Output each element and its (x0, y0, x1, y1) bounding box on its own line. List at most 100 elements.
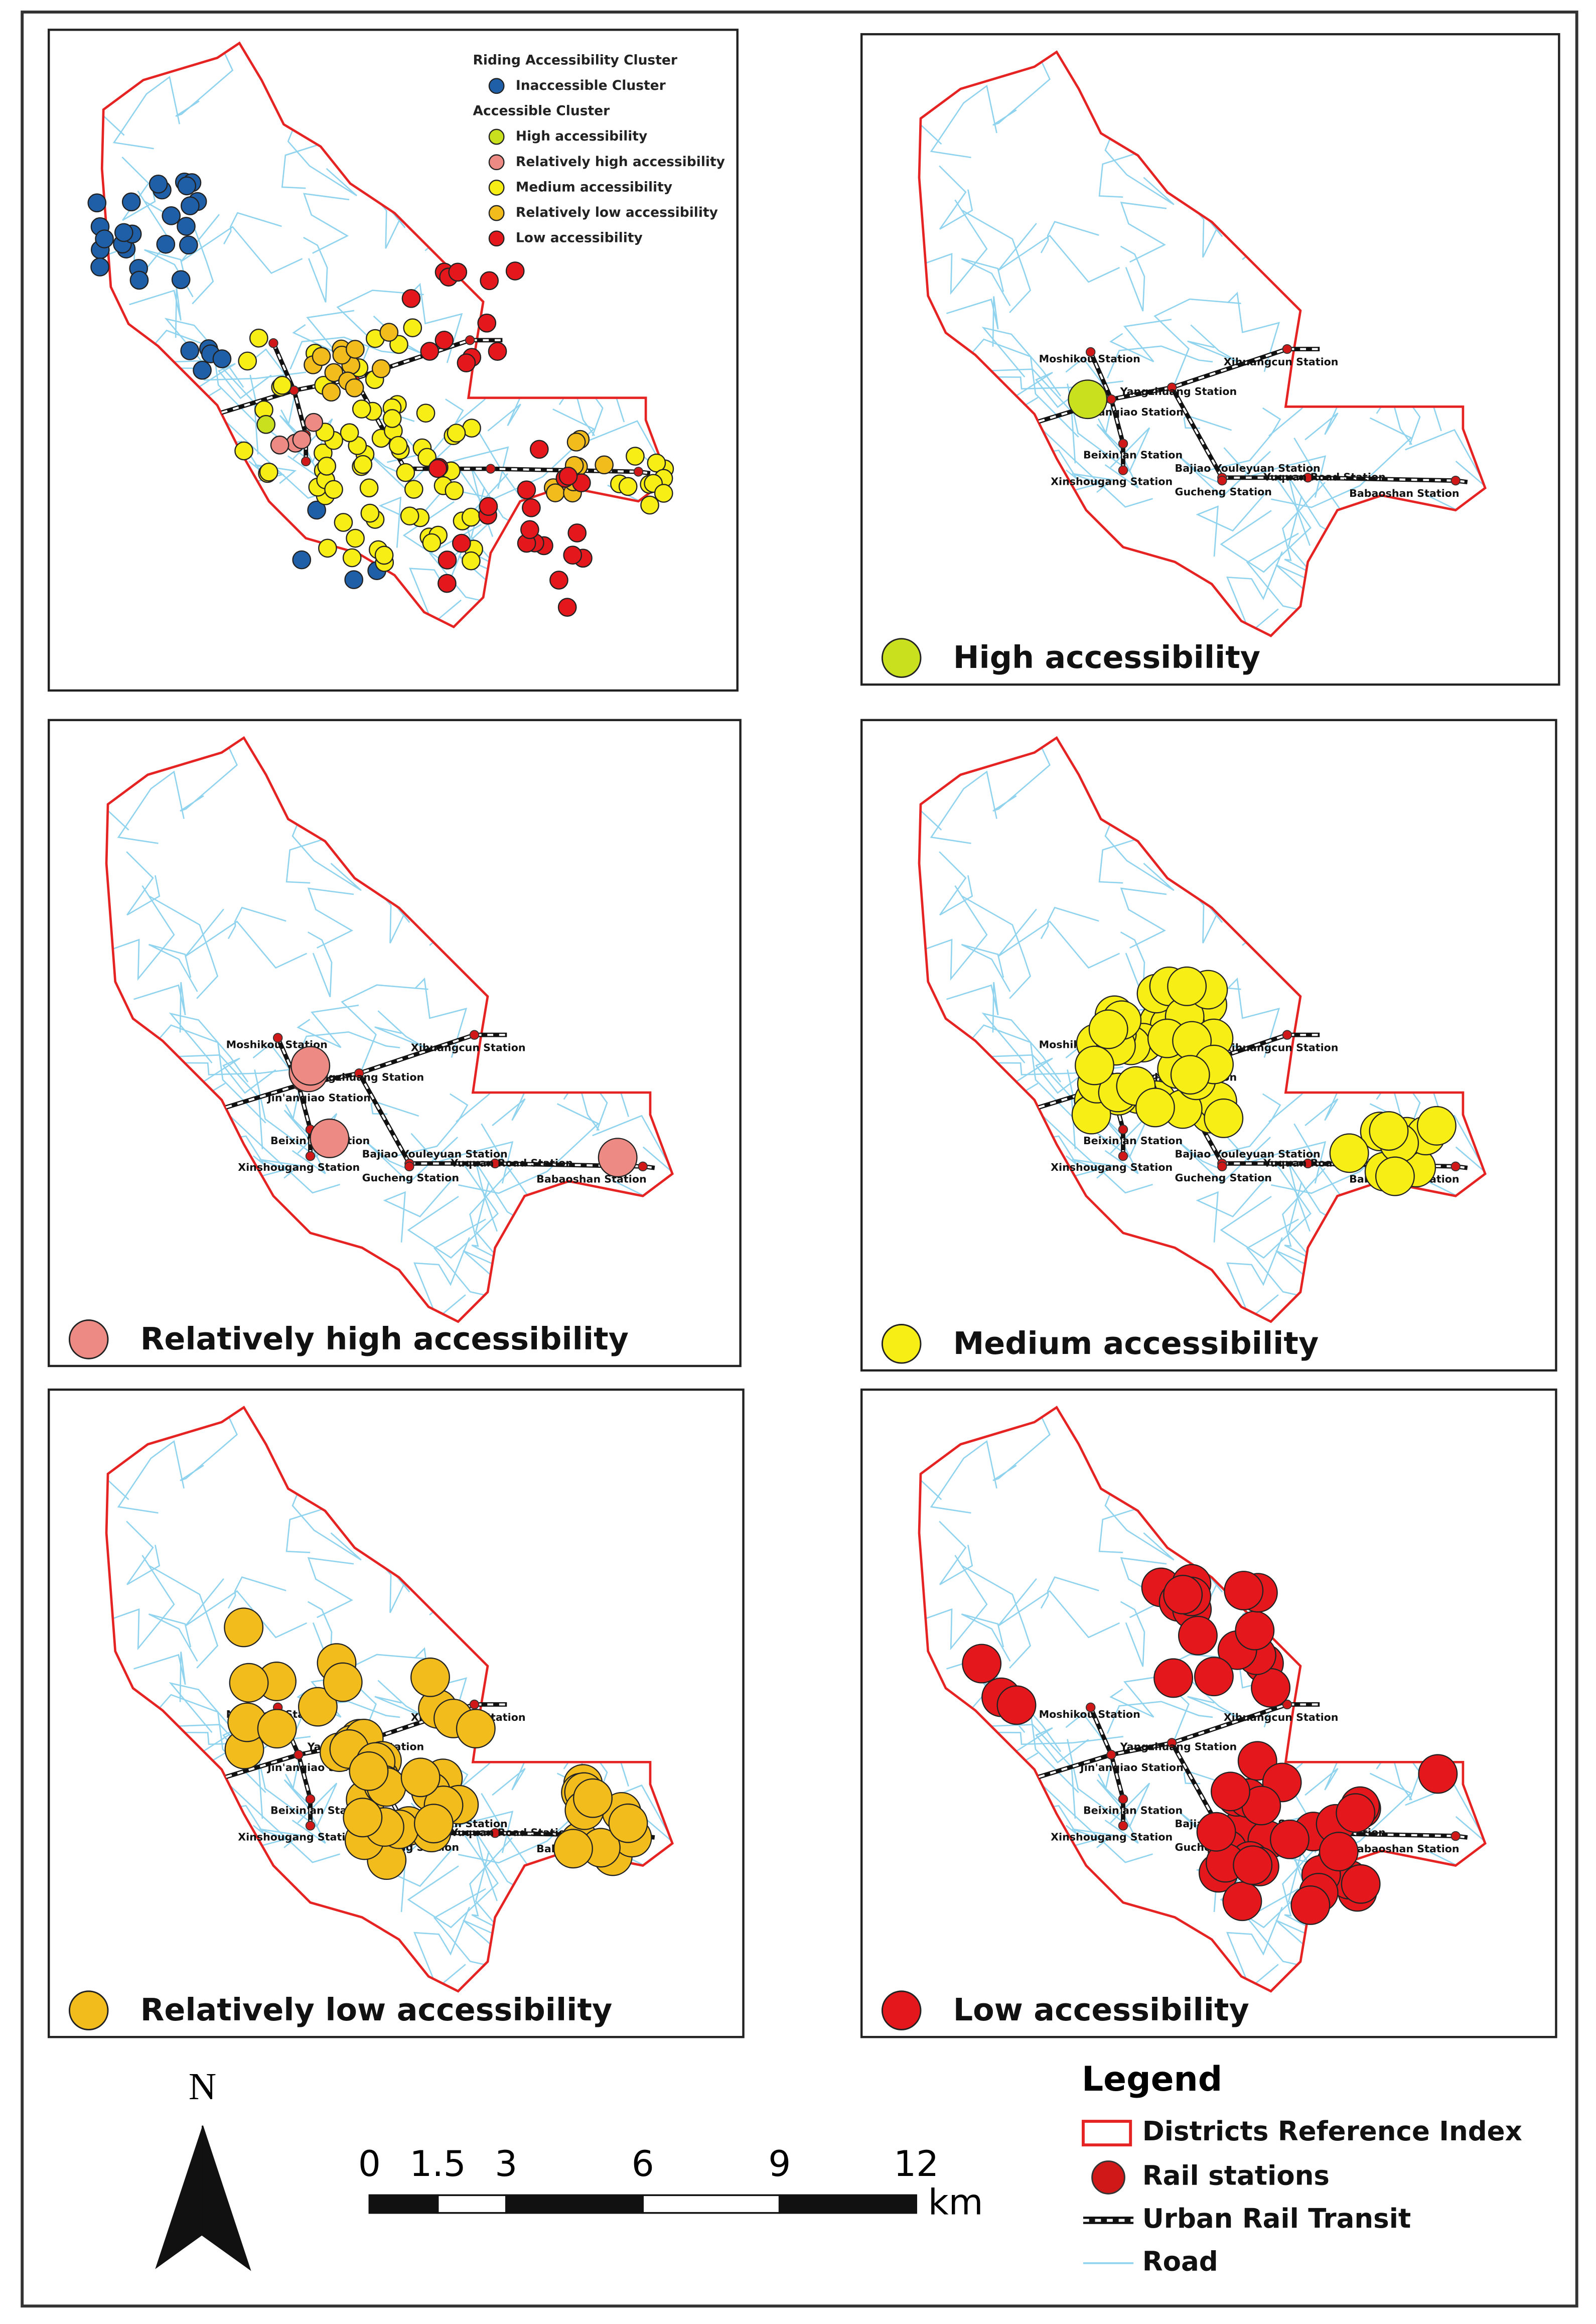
panel-frame (47, 29, 739, 692)
road (1060, 1828, 1114, 1850)
panel-frame (47, 1388, 745, 2038)
road (185, 1578, 308, 1638)
road (1106, 1701, 1213, 1734)
road (1179, 451, 1271, 498)
legend-label: Rail stations (1142, 2160, 1330, 2192)
road (961, 258, 1011, 307)
rail-station (638, 1161, 648, 1172)
scale-segment (368, 2194, 439, 2214)
road (939, 165, 973, 230)
overview-legend-symbol (488, 205, 505, 221)
overview-legend-symbol (488, 78, 505, 94)
road (997, 223, 1120, 283)
road (1040, 221, 1099, 253)
cluster-point (1319, 1832, 1359, 1872)
rail-station (1282, 1699, 1292, 1710)
road (410, 283, 463, 363)
panel-symbol (881, 638, 922, 678)
cluster-point (452, 533, 471, 553)
cluster-point (298, 1687, 338, 1727)
road (992, 745, 1051, 812)
cluster-point (520, 520, 539, 539)
road (117, 770, 185, 844)
road (1106, 345, 1213, 378)
road (133, 1652, 186, 1702)
rail-station (1118, 1821, 1128, 1831)
cluster-point (1235, 1610, 1275, 1651)
map-panel: Moshikou Station Xihuangcun Station Yangzh… (860, 33, 1560, 686)
north-label: N (189, 2065, 216, 2108)
rail-line-dash (1038, 1703, 1320, 1778)
rail-station (301, 456, 311, 467)
rail-station (486, 464, 496, 474)
overview-legend-symbol (488, 128, 505, 145)
road (407, 1165, 499, 1259)
cluster-point (1178, 1615, 1218, 1656)
station-label: Xinshougang Station (238, 1831, 360, 1843)
road (414, 977, 468, 1058)
rail-station (1450, 1161, 1461, 1172)
cluster-point (595, 455, 614, 475)
rail-station (1302, 1158, 1313, 1169)
cluster-point (310, 1118, 350, 1158)
road (1227, 977, 1280, 1058)
station-label: Yangzhuang Station (1120, 1741, 1237, 1753)
cluster-point (573, 1778, 613, 1818)
cluster-point (121, 192, 141, 212)
road (195, 1057, 276, 1094)
road (175, 51, 234, 117)
cluster-point (626, 447, 645, 466)
road (148, 1565, 219, 1669)
road (366, 1137, 459, 1184)
cluster-point (345, 340, 365, 359)
scale-unit: km (928, 2181, 983, 2223)
panel-title: Medium accessibility (953, 1325, 1319, 1361)
road (961, 1565, 1032, 1669)
station-label: Jin'anqiao Station (1079, 1761, 1184, 1773)
rail-station (1450, 1831, 1461, 1841)
road (1096, 1779, 1139, 1844)
overview-legend-label: Relatively low accessibility (516, 205, 718, 220)
rail-station (1282, 1030, 1292, 1040)
cluster-point (114, 223, 133, 242)
station-label: Xinshougang Station (1051, 1161, 1173, 1173)
cluster-point (177, 217, 196, 236)
station-label: Xihuangcun Station (1224, 1711, 1339, 1723)
road (336, 290, 424, 381)
panel-title: Relatively high accessibility (140, 1321, 629, 1357)
cluster-point (149, 174, 168, 194)
cluster-point (177, 176, 197, 196)
road (1060, 473, 1114, 495)
road (1120, 1557, 1167, 1618)
cluster-point (400, 1757, 441, 1798)
cluster-point (1088, 1009, 1128, 1049)
station-label: Xinshougang Station (1051, 476, 1173, 488)
overview-legend-label: Relatively high accessibility (516, 154, 725, 170)
road (961, 1613, 1011, 1662)
cluster-point (434, 331, 454, 350)
station-label: Xinshougang Station (238, 1161, 360, 1173)
road (148, 943, 198, 992)
road (180, 745, 238, 812)
road (992, 1415, 1051, 1481)
cluster-point (1224, 1571, 1264, 1611)
cluster-point (179, 235, 198, 255)
rail-station (1450, 475, 1461, 486)
cluster-point (1416, 1106, 1457, 1146)
cluster-point (422, 533, 442, 553)
cluster-point (346, 528, 365, 548)
rail-station (1217, 1161, 1227, 1172)
cluster-point (1233, 1845, 1273, 1885)
road (307, 1557, 354, 1618)
road (1271, 417, 1412, 508)
cluster-point (1290, 1885, 1331, 1925)
road (1120, 202, 1167, 263)
road (1226, 1906, 1283, 1982)
overview-legend-label: Accessible Cluster (473, 103, 610, 118)
north-arrow-right (202, 2125, 251, 2271)
scale-segment (505, 2194, 644, 2214)
cluster-point (360, 503, 380, 523)
rail-station (273, 1033, 283, 1043)
cluster-point (1194, 1657, 1234, 1697)
